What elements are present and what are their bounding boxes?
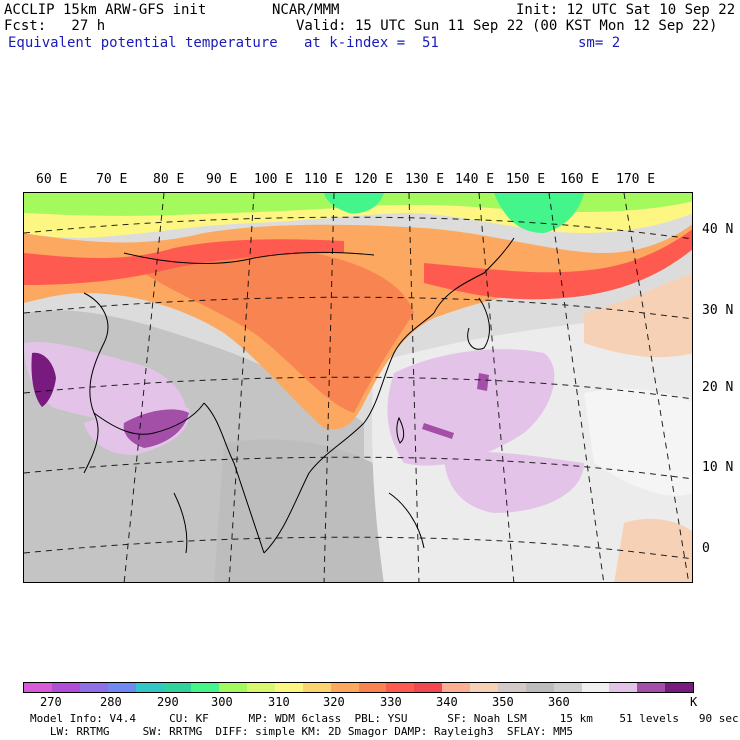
colorbar-swatch xyxy=(107,683,136,692)
colorbar-swatch xyxy=(302,683,331,692)
forecast-hour: Fcst: 27 h xyxy=(4,18,106,34)
colorbar-tick: 340 xyxy=(436,695,458,709)
colorbar-swatch xyxy=(247,683,275,692)
colorbar-tick: 300 xyxy=(211,695,233,709)
colorbar-swatch xyxy=(358,683,387,692)
model-info-line2: LW: RRTMG SW: RRTMG DIFF: simple KM: 2D … xyxy=(30,725,574,738)
colorbar-swatch xyxy=(163,683,192,692)
lon-label: 170 E xyxy=(616,172,656,187)
colorbar-tick: 280 xyxy=(100,695,122,709)
lat-label: 20 N xyxy=(702,380,734,395)
model-title: ACCLIP 15km ARW-GFS init xyxy=(4,2,207,18)
colorbar-swatch xyxy=(665,683,693,692)
colorbar xyxy=(23,682,694,693)
valid-time: Valid: 15 UTC Sun 11 Sep 22 (00 KST Mon … xyxy=(296,18,718,34)
theta-e-map xyxy=(23,192,693,583)
lon-label: 60 E xyxy=(36,172,68,187)
colorbar-swatch xyxy=(497,683,526,692)
colorbar-swatch xyxy=(386,683,415,692)
lat-label: 10 N xyxy=(702,460,734,475)
colorbar-tick: 330 xyxy=(380,695,402,709)
colorbar-swatch xyxy=(24,683,52,692)
lon-label: 110 E xyxy=(304,172,344,187)
colorbar-tick: 360 xyxy=(548,695,570,709)
init-time: Init: 12 UTC Sat 10 Sep 22 xyxy=(516,2,736,18)
smoothing: sm= 2 xyxy=(578,35,621,51)
colorbar-swatch xyxy=(330,683,359,692)
colorbar-tick: 310 xyxy=(268,695,290,709)
colorbar-swatch xyxy=(135,683,164,692)
lon-label: 160 E xyxy=(560,172,600,187)
institution: NCAR/MMM xyxy=(272,2,340,18)
model-level: at k-index = 51 xyxy=(304,35,439,51)
lon-label: 130 E xyxy=(405,172,445,187)
colorbar-swatch xyxy=(609,683,638,692)
colorbar-swatch xyxy=(581,683,610,692)
colorbar-swatch xyxy=(470,683,498,692)
colorbar-swatch xyxy=(553,683,582,692)
colorbar-swatch xyxy=(525,683,554,692)
colorbar-swatch xyxy=(442,683,470,692)
lat-label: 40 N xyxy=(702,222,734,237)
lon-label: 140 E xyxy=(455,172,495,187)
colorbar-tick: 270 xyxy=(40,695,62,709)
lon-label: 80 E xyxy=(153,172,185,187)
colorbar-tick: 320 xyxy=(323,695,345,709)
colorbar-swatch xyxy=(191,683,220,692)
colorbar-swatch xyxy=(274,683,303,692)
lon-label: 70 E xyxy=(96,172,128,187)
lon-label: 120 E xyxy=(354,172,394,187)
lon-label: 150 E xyxy=(506,172,546,187)
model-info-line1: Model Info: V4.4 CU: KF MP: WDM 6class P… xyxy=(30,712,739,725)
lon-label: 100 E xyxy=(254,172,294,187)
lat-label: 30 N xyxy=(702,303,734,318)
colorbar-unit: K xyxy=(690,695,698,709)
colorbar-swatch xyxy=(79,683,108,692)
colorbar-swatch xyxy=(219,683,247,692)
map-canvas xyxy=(24,193,692,582)
field-name: Equivalent potential temperature xyxy=(8,35,278,51)
colorbar-swatch xyxy=(414,683,443,692)
colorbar-tick: 290 xyxy=(157,695,179,709)
colorbar-swatch xyxy=(637,683,666,692)
lat-label: 0 xyxy=(702,541,710,556)
lon-label: 90 E xyxy=(206,172,238,187)
colorbar-swatch xyxy=(51,683,80,692)
colorbar-tick: 350 xyxy=(492,695,514,709)
